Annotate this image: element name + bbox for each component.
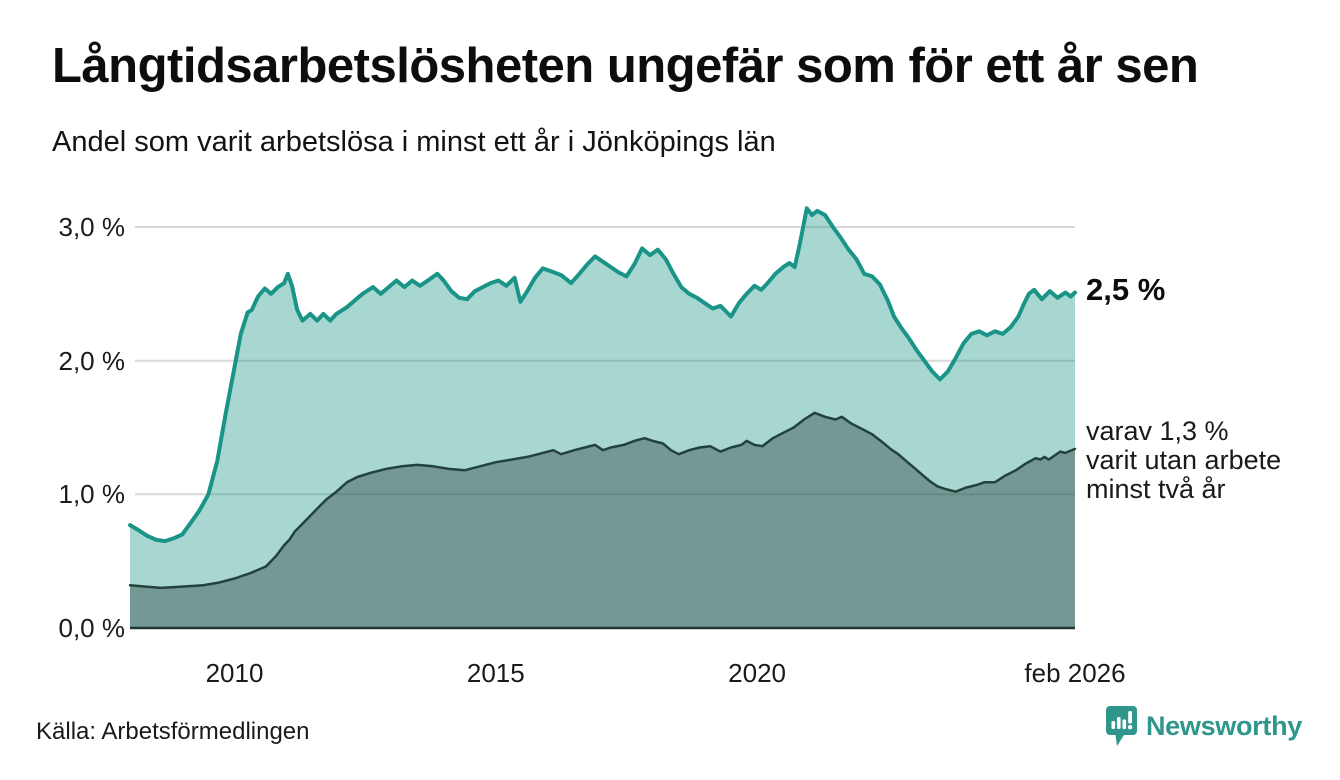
y-tick-label: 0,0 %: [58, 613, 126, 643]
series2-annotation-line: varit utan arbete: [1086, 445, 1282, 475]
newsworthy-speech-bubble-chart-icon: [1105, 706, 1137, 746]
series1-latest-value-label: 2,5 %: [1086, 272, 1166, 308]
chart-subtitle: Andel som varit arbetslösa i minst ett å…: [52, 126, 776, 158]
x-tick-label: 2020: [728, 658, 787, 688]
x-tick-label: 2015: [466, 658, 525, 688]
brand-logo: Newsworthy: [1105, 704, 1302, 748]
series2-annotation: varav 1,3 % varit utan arbete minst två år: [1086, 417, 1281, 504]
y-tick-label: 1,0 %: [58, 479, 126, 510]
series2-annotation-line: minst två år: [1086, 474, 1226, 504]
series2-annotation-line: varav 1,3 %: [1086, 416, 1229, 446]
y-tick-label: 3,0 %: [58, 211, 126, 242]
gridlines: [135, 226, 1075, 496]
x-tick-label: feb 2026: [1024, 658, 1126, 688]
y-tick-label: 2,0 %: [58, 345, 126, 376]
source-caption: Källa: Arbetsförmedlingen: [36, 718, 310, 745]
chart-areas: [130, 208, 1075, 629]
page-title: Långtidsarbetslösheten ungefär som för e…: [52, 39, 1199, 93]
x-tick-label: 2010: [205, 658, 264, 688]
chart-lines: [128, 206, 1077, 590]
brand-name: Newsworthy: [1145, 710, 1302, 741]
